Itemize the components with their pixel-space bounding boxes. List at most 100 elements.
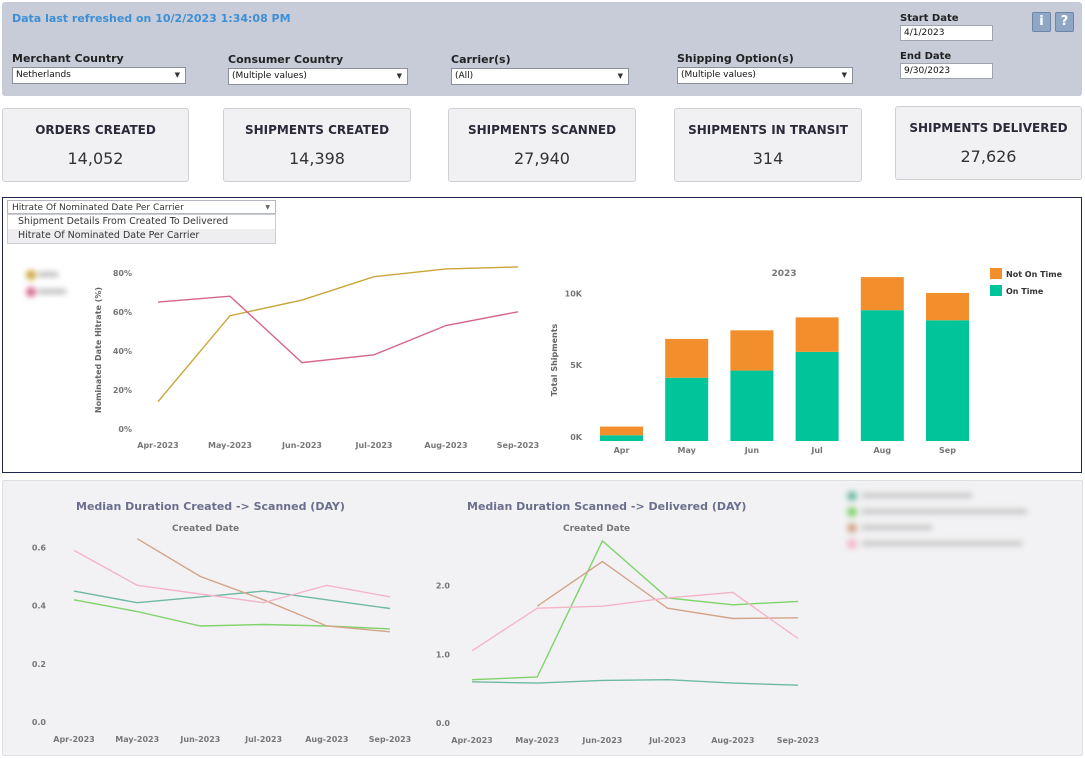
help-icon[interactable]: ? bbox=[1055, 12, 1074, 32]
duration-charts-svg: 0.0 0.2 0.4 0.6 Apr-2023 May-2023 Jun-2023 Jul-… bbox=[32, 491, 1027, 745]
hitrate-ytick: 0% bbox=[118, 425, 132, 434]
carrier-filter: Carrier(s) (All) bbox=[451, 53, 629, 85]
created-scanned-subtitle: Created Date bbox=[172, 524, 240, 534]
created-scanned-title: Median Duration Created -> Scanned (DAY) bbox=[76, 500, 345, 513]
hitrate-xtick: Jun-2023 bbox=[281, 441, 322, 450]
end-date-filter: End Date 9/30/2023 bbox=[900, 51, 993, 79]
bar-not-on-time-aug[interactable] bbox=[860, 277, 904, 311]
kpi-title: ORDERS CREATED bbox=[35, 123, 156, 137]
scanned-delivered-ytick: 0.0 bbox=[436, 719, 451, 728]
bar-on-time-apr[interactable] bbox=[600, 435, 643, 441]
hitrate-xtick: May-2023 bbox=[208, 441, 252, 450]
bar-ytick: 0K bbox=[570, 433, 583, 442]
view-selector-dropdown[interactable]: Hitrate Of Nominated Date Per Carrier bbox=[7, 200, 276, 215]
scanned-delivered-series-line-1 bbox=[471, 678, 799, 686]
bar-on-time-aug[interactable] bbox=[860, 310, 904, 441]
created-scanned-series-line-3 bbox=[136, 538, 391, 633]
kpi-title: SHIPMENTS IN TRANSIT bbox=[688, 123, 848, 137]
kpi-shipments-scanned: SHIPMENTS SCANNED 27,940 bbox=[448, 108, 636, 182]
bar-xtick: Aug bbox=[873, 446, 891, 455]
bar-on-time-may[interactable] bbox=[665, 377, 709, 441]
created-scanned-xtick: Apr-2023 bbox=[53, 735, 94, 744]
bar-ytick: 10K bbox=[565, 289, 583, 298]
hitrate-ytick: 60% bbox=[113, 308, 132, 317]
scanned-delivered-xtick: Jul-2023 bbox=[648, 736, 686, 745]
bar-on-time-jun[interactable] bbox=[730, 370, 774, 441]
scanned-delivered-series-line-4 bbox=[471, 591, 799, 652]
scanned-delivered-xtick: Jun-2023 bbox=[581, 736, 622, 745]
hitrate-legend bbox=[26, 270, 66, 297]
filter-label: Shipping Option(s) bbox=[677, 52, 794, 65]
scanned-delivered-xtick: Sep-2023 bbox=[777, 736, 820, 745]
kpi-value: 27,626 bbox=[960, 147, 1017, 166]
hitrate-xtick: Sep-2023 bbox=[497, 441, 540, 450]
legend-label-not-on-time: Not On Time bbox=[1006, 270, 1063, 279]
bar-not-on-time-apr[interactable] bbox=[600, 426, 643, 436]
bar-not-on-time-sep[interactable] bbox=[926, 292, 969, 321]
kpi-value: 27,940 bbox=[514, 149, 570, 168]
created-scanned-ytick: 0.6 bbox=[32, 543, 47, 552]
consumer-country-filter: Consumer Country (Multiple values) bbox=[228, 53, 408, 85]
start-date-filter: Start Date 4/1/2023 bbox=[900, 13, 993, 41]
shipping-option-filter: Shipping Option(s) (Multiple values) bbox=[677, 52, 853, 84]
shipping-option-select[interactable]: (Multiple values) bbox=[677, 67, 853, 84]
kpi-orders-created: ORDERS CREATED 14,052 bbox=[2, 108, 189, 182]
duration-legend bbox=[847, 491, 1027, 549]
kpi-shipments-delivered: SHIPMENTS DELIVERED 27,626 bbox=[895, 106, 1082, 180]
hitrate-charts-svg: Nominated Date Hitrate (%) 0% 20% 40% 60% 80… bbox=[26, 266, 1063, 455]
created-scanned-xtick: May-2023 bbox=[115, 735, 159, 744]
info-icon[interactable]: i bbox=[1032, 12, 1051, 32]
bar-xtick: Apr bbox=[614, 446, 630, 455]
scanned-delivered-xtick: May-2023 bbox=[515, 736, 559, 745]
filter-label: Carrier(s) bbox=[451, 53, 511, 66]
refresh-timestamp: Data last refreshed on 10/2/2023 1:34:08… bbox=[12, 12, 291, 25]
start-date-input[interactable]: 4/1/2023 bbox=[900, 25, 993, 41]
created-scanned-xtick: Sep-2023 bbox=[369, 735, 412, 744]
view-option-hitrate[interactable]: Hitrate Of Nominated Date Per Carrier bbox=[8, 229, 275, 243]
kpi-value: 14,052 bbox=[67, 149, 124, 168]
scanned-delivered-subtitle: Created Date bbox=[563, 524, 631, 534]
filter-label: Merchant Country bbox=[12, 52, 124, 65]
hitrate-xtick: Apr-2023 bbox=[137, 441, 178, 450]
consumer-country-select[interactable]: (Multiple values) bbox=[228, 68, 408, 85]
scanned-delivered-title: Median Duration Scanned -> Delivered (DA… bbox=[467, 500, 747, 513]
bar-on-time-jul[interactable] bbox=[795, 351, 839, 441]
hitrate-ytick: 20% bbox=[113, 386, 132, 395]
bar-xtick: Sep bbox=[939, 446, 956, 455]
scanned-delivered-ytick: 2.0 bbox=[436, 582, 451, 591]
filter-label: Consumer Country bbox=[228, 53, 344, 66]
created-scanned-series-line-4 bbox=[73, 549, 391, 604]
bar-not-on-time-may[interactable] bbox=[665, 338, 709, 378]
view-selector-options: Shipment Details From Created To Deliver… bbox=[7, 214, 276, 244]
end-date-label: End Date bbox=[900, 51, 952, 62]
created-scanned-series-line-2 bbox=[73, 599, 391, 630]
bar-chart-ylabel: Total Shipments bbox=[550, 323, 559, 396]
bar-on-time-sep[interactable] bbox=[926, 320, 969, 441]
scanned-delivered-series-line-2 bbox=[471, 539, 799, 681]
bar-not-on-time-jul[interactable] bbox=[795, 317, 839, 352]
end-date-input[interactable]: 9/30/2023 bbox=[900, 63, 993, 79]
scanned-delivered-xtick: Apr-2023 bbox=[451, 736, 492, 745]
bar-not-on-time-jun[interactable] bbox=[730, 330, 774, 371]
hitrate-series-line-1 bbox=[157, 266, 519, 403]
bar-chart-title: 2023 bbox=[771, 269, 796, 279]
bar-xtick: Jun bbox=[744, 446, 760, 455]
merchant-country-filter: Merchant Country Netherlands bbox=[12, 52, 186, 84]
scanned-delivered-xtick: Aug-2023 bbox=[711, 736, 754, 745]
hitrate-xtick: Jul-2023 bbox=[355, 441, 393, 450]
carrier-select[interactable]: (All) bbox=[451, 68, 629, 85]
hitrate-ytick: 80% bbox=[113, 269, 132, 278]
hitrate-ytick: 40% bbox=[113, 347, 132, 356]
kpi-shipments-in-transit: SHIPMENTS IN TRANSIT 314 bbox=[674, 108, 862, 182]
hitrate-series-line-2 bbox=[157, 295, 519, 364]
view-option-shipment-details[interactable]: Shipment Details From Created To Deliver… bbox=[18, 216, 229, 227]
hitrate-ylabel: Nominated Date Hitrate (%) bbox=[94, 287, 103, 413]
merchant-country-select[interactable]: Netherlands bbox=[12, 67, 186, 84]
legend-swatch-not-on-time bbox=[990, 268, 1002, 279]
legend-label-on-time: On Time bbox=[1006, 287, 1044, 296]
kpi-shipments-created: SHIPMENTS CREATED 14,398 bbox=[223, 108, 411, 182]
bar-ytick: 5K bbox=[570, 361, 583, 370]
kpi-title: SHIPMENTS DELIVERED bbox=[909, 121, 1068, 135]
kpi-value: 14,398 bbox=[289, 149, 345, 168]
start-date-label: Start Date bbox=[900, 13, 959, 24]
